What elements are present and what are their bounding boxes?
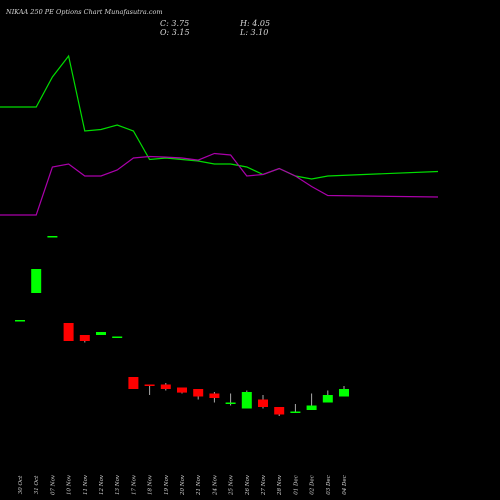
candle (258, 395, 268, 409)
candle (47, 236, 58, 238)
candle-body (258, 399, 268, 407)
candle-body (209, 393, 220, 398)
candle (177, 387, 187, 394)
x-tick-label: 26 Nov (245, 474, 251, 496)
candle-body (144, 384, 155, 386)
close-value: C: 3.75 (160, 19, 190, 28)
candle-body (63, 323, 74, 341)
candle-body (96, 332, 106, 335)
x-axis-labels: 30 Oct 31 Oct 07 Nov 10 Nov 11 Nov 12 Nov 13 N… (18, 474, 348, 496)
x-tick-label: 27 Nov (261, 474, 267, 496)
candles (15, 236, 349, 416)
candle-body (79, 335, 90, 341)
candle (225, 393, 236, 406)
moving-average-lines (0, 54, 439, 216)
moving-average-line-2 (0, 152, 439, 216)
x-tick-label: 02 Dec (310, 475, 316, 495)
candle (31, 269, 42, 293)
candle-body (339, 389, 349, 397)
candle (144, 384, 155, 395)
x-tick-label: 25 Nov (229, 474, 235, 496)
candle-body (31, 269, 42, 293)
moving-average-line-1 (0, 54, 439, 180)
candle (209, 392, 220, 403)
candle (15, 320, 25, 322)
candle (339, 386, 349, 397)
x-tick-label: 21 Nov (196, 474, 202, 496)
x-tick-label: 10 Nov (67, 474, 73, 495)
candle-body (274, 407, 285, 415)
x-tick-label: 13 Nov (115, 474, 121, 495)
candle-body (193, 389, 204, 397)
x-tick-label: 03 Dec (326, 475, 332, 495)
candle (322, 390, 333, 403)
x-tick-label: 12 Nov (99, 474, 105, 495)
candle (193, 389, 204, 400)
candle-body (112, 336, 123, 338)
candle-body (241, 392, 252, 409)
candle (128, 377, 139, 389)
candle-body (306, 405, 317, 410)
open-value: O: 3.15 (160, 28, 190, 37)
low-value: L: 3.10 (240, 28, 269, 37)
candle (63, 323, 74, 341)
x-tick-label: 31 Oct (34, 475, 40, 494)
x-tick-label: 07 Nov (50, 474, 56, 495)
candle (160, 383, 171, 391)
x-tick-label: 01 Dec (293, 475, 299, 495)
candle (241, 390, 252, 409)
candle-body (225, 402, 236, 404)
candle (274, 407, 285, 416)
x-tick-label: 11 Nov (83, 474, 89, 495)
x-tick-label: 24 Nov (212, 474, 218, 496)
chart-title: NIKAA 250 PE Options Chart Munafasutra.c… (6, 8, 163, 16)
candle-body (177, 387, 187, 393)
candle-body (322, 395, 333, 403)
x-tick-label: 19 Nov (164, 474, 170, 495)
candle (306, 393, 317, 410)
x-tick-label: 04 Dec (342, 475, 348, 495)
candle (79, 335, 90, 343)
candle (290, 404, 301, 413)
candle-body (128, 377, 139, 389)
x-tick-label: 18 Nov (148, 474, 154, 495)
high-value: H: 4.05 (240, 19, 271, 28)
x-tick-label: 30 Oct (18, 475, 24, 494)
candle (96, 332, 106, 335)
x-tick-label: 28 Nov (277, 474, 283, 496)
candle-body (15, 320, 25, 322)
x-tick-label: 20 Nov (180, 474, 186, 496)
candle-body (290, 411, 301, 413)
candle-body (47, 236, 58, 238)
candle-body (160, 384, 171, 389)
candle (112, 336, 123, 338)
x-tick-label: 17 Nov (131, 474, 137, 495)
